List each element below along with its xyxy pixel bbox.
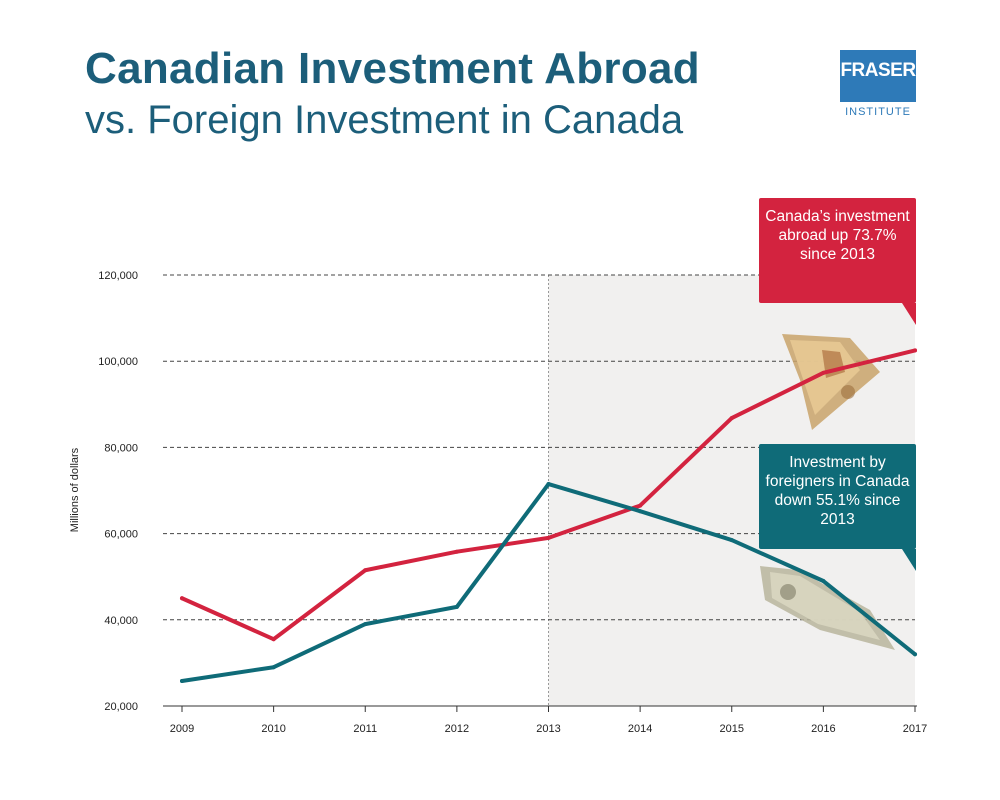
x-tick-label: 2012 — [445, 723, 469, 735]
y-tick-label: 100,000 — [98, 356, 138, 368]
y-tick-label: 80,000 — [104, 442, 138, 454]
annotation-investment-abroad: Canada’s investment abroad up 73.7% sinc… — [759, 198, 916, 325]
point-investment-abroad-2017 — [913, 348, 917, 353]
point-investment-abroad-2011 — [363, 568, 368, 573]
point-foreign-investment-2013 — [546, 482, 551, 487]
banknote-illustrations — [760, 334, 895, 650]
point-foreign-investment-2012 — [454, 604, 459, 609]
point-investment-abroad-2015 — [729, 416, 734, 421]
point-investment-abroad-2009 — [180, 596, 184, 601]
point-investment-abroad-2016 — [821, 370, 826, 375]
point-investment-abroad-2014 — [638, 503, 643, 508]
x-tick-label: 2009 — [170, 723, 194, 735]
y-axis: 20,000 40,000 60,000 80,000 100,000 120,000 — [98, 270, 138, 713]
chart-title: Canadian Investment Abroad — [85, 44, 700, 93]
banknote-us-dollar-icon — [760, 566, 895, 650]
chart-subtitle: vs. Foreign Investment in Canada — [85, 98, 684, 142]
annotation-foreign-investment: Investment by foreigners in Canada down … — [759, 444, 916, 571]
y-tick-label: 40,000 — [104, 615, 138, 627]
point-foreign-investment-2016 — [821, 579, 826, 584]
point-foreign-investment-2011 — [363, 622, 368, 627]
annotation-pointer — [902, 303, 916, 325]
y-axis-label: Millions of dollars — [69, 447, 81, 532]
fraser-institute-logo: FRASER INSTITUTE — [840, 50, 916, 126]
x-tick-label: 2013 — [536, 723, 560, 735]
point-foreign-investment-2010 — [271, 665, 276, 670]
point-investment-abroad-2010 — [271, 637, 276, 642]
point-investment-abroad-2012 — [454, 549, 459, 554]
x-axis: 2009 2010 2011 2012 2013 2014 2015 2016 2017 — [163, 705, 927, 735]
logo-band — [840, 102, 916, 126]
x-tick-label: 2014 — [628, 723, 652, 735]
y-tick-label: 120,000 — [98, 270, 138, 282]
point-foreign-investment-2015 — [729, 538, 734, 543]
x-tick-label: 2011 — [353, 723, 377, 735]
point-investment-abroad-2013 — [546, 535, 551, 540]
point-foreign-investment-2014 — [638, 509, 643, 514]
x-tick-label: 2010 — [261, 723, 285, 735]
series-lines — [180, 348, 917, 684]
annotation-foreign-investment-text: Investment by foreigners in Canada down … — [765, 454, 910, 528]
annotation-pointer — [902, 549, 916, 571]
x-tick-label: 2017 — [903, 723, 927, 735]
point-foreign-investment-2009 — [180, 679, 184, 684]
y-tick-label: 20,000 — [104, 701, 138, 713]
logo-main-text: FRASER — [840, 60, 916, 81]
y-tick-label: 60,000 — [104, 529, 138, 541]
x-tick-label: 2016 — [811, 723, 835, 735]
x-tick-label: 2015 — [720, 723, 744, 735]
logo-sub-text: INSTITUTE — [845, 106, 911, 118]
annotation-investment-abroad-text: Canada’s investment abroad up 73.7% sinc… — [765, 208, 910, 263]
point-foreign-investment-2017 — [913, 652, 917, 657]
